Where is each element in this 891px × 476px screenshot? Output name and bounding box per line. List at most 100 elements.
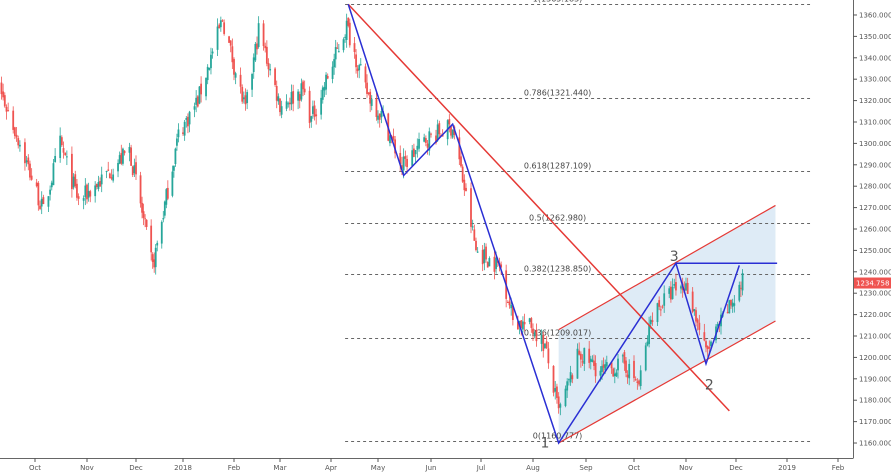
y-tick-label: 1350.000 bbox=[859, 33, 891, 41]
candle-body bbox=[195, 97, 198, 105]
x-tick-label: Dec bbox=[129, 464, 143, 472]
candle-body bbox=[430, 133, 432, 135]
candle-body bbox=[292, 91, 295, 104]
candle-body bbox=[404, 156, 407, 159]
candle-body bbox=[228, 36, 230, 43]
candle-body bbox=[636, 381, 639, 383]
candle-body bbox=[223, 22, 226, 34]
candle-body bbox=[297, 91, 299, 101]
candle-body bbox=[625, 360, 627, 373]
candle-body bbox=[367, 92, 370, 94]
candle-body bbox=[19, 144, 21, 147]
candle-body bbox=[108, 173, 111, 178]
candle-body bbox=[334, 47, 337, 60]
candle-body bbox=[171, 171, 174, 196]
candle-body bbox=[50, 182, 53, 188]
fib-level-label: 0.382(1238.850) bbox=[524, 265, 591, 274]
candle-body bbox=[156, 242, 159, 246]
candle-body bbox=[82, 198, 85, 201]
y-tick-label: 1310.000 bbox=[859, 118, 891, 126]
candle-body bbox=[71, 153, 73, 190]
candle-body bbox=[325, 74, 327, 90]
x-tick-label: Sep bbox=[579, 464, 593, 472]
candle-body bbox=[535, 329, 538, 342]
candle-body bbox=[47, 196, 50, 207]
y-tick-label: 1190.000 bbox=[859, 375, 891, 383]
candle-body bbox=[302, 81, 304, 90]
candle-body bbox=[533, 332, 536, 337]
candle-body bbox=[257, 23, 260, 47]
candle-body bbox=[389, 135, 391, 144]
candle-body bbox=[3, 95, 6, 107]
candle-body bbox=[500, 264, 503, 268]
candle-body bbox=[601, 366, 603, 372]
candle-body bbox=[615, 372, 618, 377]
candle-body bbox=[375, 98, 378, 117]
candle-body bbox=[733, 303, 736, 306]
candle-body bbox=[623, 352, 626, 364]
candle-body bbox=[591, 359, 594, 362]
candle-body bbox=[370, 99, 373, 106]
x-tick-label: 2018 bbox=[174, 464, 192, 472]
candle-body bbox=[315, 114, 318, 117]
candle-body bbox=[617, 358, 619, 371]
candle-body bbox=[173, 165, 175, 171]
x-tick-label: Jul bbox=[476, 464, 486, 472]
candle-body bbox=[488, 258, 491, 267]
candle-body bbox=[275, 86, 278, 101]
candle-body bbox=[64, 152, 67, 156]
candle-body bbox=[517, 321, 519, 330]
candle-body bbox=[310, 116, 313, 122]
candle-body bbox=[493, 256, 496, 272]
candle-body bbox=[87, 190, 90, 198]
candle-body bbox=[290, 91, 293, 105]
candle-body bbox=[685, 283, 687, 291]
y-tick-label: 1300.000 bbox=[859, 140, 891, 148]
candle-body bbox=[337, 51, 340, 53]
x-tick-label: Apr bbox=[325, 464, 337, 472]
candle-body bbox=[7, 110, 10, 112]
candle-body bbox=[241, 86, 244, 102]
candle-body bbox=[135, 162, 137, 175]
candle-body bbox=[15, 134, 18, 138]
x-tick-label: Dec bbox=[729, 464, 743, 472]
candle-body bbox=[208, 67, 211, 70]
candle-body bbox=[72, 176, 75, 188]
candle-body bbox=[177, 129, 180, 138]
candle-body bbox=[378, 113, 381, 120]
y-tick-label: 1270.000 bbox=[859, 204, 891, 212]
candle-body bbox=[605, 362, 608, 367]
candle-body bbox=[221, 20, 224, 22]
candle-body bbox=[571, 375, 574, 380]
candle-body bbox=[200, 83, 202, 95]
candle-body bbox=[448, 119, 451, 125]
candle-body bbox=[49, 189, 51, 195]
y-tick-label: 1250.000 bbox=[859, 247, 891, 255]
candle-body bbox=[740, 287, 742, 289]
candle-body bbox=[426, 143, 429, 148]
candle-body bbox=[312, 106, 314, 114]
candle-body bbox=[741, 272, 744, 291]
candle-body bbox=[145, 219, 148, 227]
candle-body bbox=[506, 302, 509, 304]
candle-body bbox=[344, 36, 346, 38]
candle-body bbox=[29, 163, 31, 178]
wave-label-3: 3 bbox=[670, 249, 679, 265]
y-tick-label: 1210.000 bbox=[859, 333, 891, 341]
candle-body bbox=[233, 59, 235, 75]
downtrend-line bbox=[347, 3, 730, 412]
x-tick-label: Feb bbox=[228, 464, 241, 472]
candle-body bbox=[187, 116, 189, 127]
candle-body bbox=[369, 91, 372, 104]
candle-body bbox=[25, 160, 28, 163]
candle-body bbox=[589, 358, 592, 362]
candle-body bbox=[342, 39, 345, 51]
y-tick-label: 1240.000 bbox=[859, 268, 891, 276]
candle-body bbox=[274, 68, 276, 85]
candle-body bbox=[206, 66, 209, 81]
x-tick-label: 2019 bbox=[778, 464, 796, 472]
candle-body bbox=[481, 249, 484, 265]
candle-body bbox=[160, 221, 163, 244]
candle-body bbox=[377, 115, 379, 120]
